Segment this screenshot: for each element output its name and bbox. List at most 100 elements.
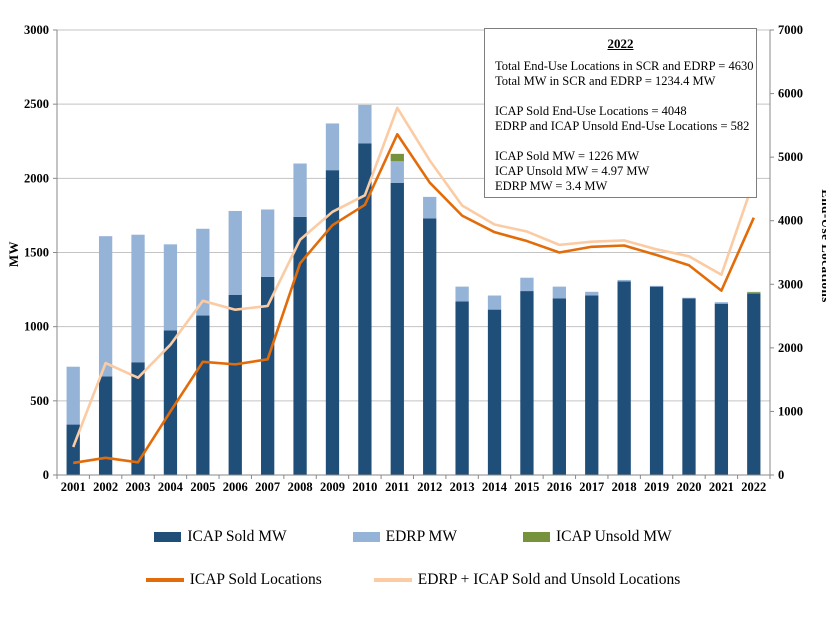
right-axis-tick-label: 5000	[778, 150, 803, 164]
bar-segment-icap-sold-mw	[585, 295, 599, 475]
legend-item-icap-unsold-mw: ICAP Unsold MW	[522, 528, 672, 546]
right-axis-tick-label: 7000	[778, 23, 803, 37]
right-axis-tick-label: 2000	[778, 341, 803, 355]
left-axis-tick-label: 2000	[24, 171, 49, 185]
legend-label: ICAP Unsold MW	[555, 528, 672, 545]
combo-chart-plot: 0 500 1000 1500 2000 2500 3000 0 1000 2000 3000 400…	[24, 23, 803, 494]
bar-segment-edrp-mw	[261, 209, 275, 277]
legend-bars-row: ICAP Sold MW EDRP MW ICAP Unsold MW	[0, 528, 826, 546]
x-axis-year-label: 2010	[352, 480, 377, 494]
bar-segment-edrp-mw	[131, 234, 145, 363]
annotation-line: ICAP Sold End-Use Locations = 4048	[495, 104, 687, 118]
bar-segment-edrp-mw	[228, 210, 242, 295]
left-axis-tick-label: 1000	[24, 320, 49, 334]
bar-segment-icap-sold-mw	[455, 301, 469, 475]
left-axis-title: MW	[6, 240, 21, 268]
icap-sold-locations-swatch	[145, 578, 184, 582]
legend-lines-row: ICAP Sold Locations EDRP + ICAP Sold and…	[0, 571, 826, 589]
bar-segment-icap-sold-mw	[358, 143, 372, 475]
bar-segment-icap-sold-mw	[325, 170, 340, 476]
x-axis-year-label: 2007	[255, 480, 280, 494]
annotation-box: 2022 Total End-Use Locations in SCR and …	[484, 28, 757, 198]
bar-segment-icap-sold-mw	[98, 376, 113, 475]
x-axis-year-label: 2014	[482, 480, 508, 494]
bar-segment-edrp-mw	[617, 279, 631, 282]
right-axis-tick-label: 4000	[778, 214, 803, 228]
edrp-icap-locations-swatch	[373, 578, 412, 582]
x-axis-year-label: 2015	[514, 480, 539, 494]
legend-label: ICAP Sold MW	[187, 528, 287, 545]
bar-segment-edrp-mw	[682, 297, 696, 299]
right-axis-tick-label: 1000	[778, 404, 803, 418]
annotation-line: Total MW in SCR and EDRP = 1234.4 MW	[495, 74, 716, 88]
bar-segment-icap-sold-mw	[649, 286, 664, 475]
bar-segment-icap-sold-mw	[552, 298, 566, 475]
x-axis-year-label: 2011	[385, 480, 409, 494]
bar-segment-icap-sold-mw	[228, 294, 242, 475]
bar-segment-edrp-mw	[66, 366, 80, 425]
x-axis-year-label: 2021	[709, 480, 734, 494]
left-axis-tick-label: 1500	[24, 246, 49, 260]
icap-unsold-mw-swatch	[522, 532, 550, 542]
annotation-line: EDRP and ICAP Unsold End-Use Locations =…	[495, 119, 750, 133]
bar-segment-icap-sold-mw	[714, 303, 729, 475]
bar-segment-icap-sold-mw	[487, 309, 502, 475]
bar-segment-icap-sold-mw	[261, 276, 275, 475]
bar-segment-icap-sold-mw	[520, 291, 534, 475]
legend-item-edrp-mw: EDRP MW	[352, 528, 457, 546]
bar-segment-icap-sold-mw	[390, 182, 404, 476]
bar-segment-edrp-mw	[358, 104, 372, 144]
left-axis-tick-label: 0	[43, 468, 49, 482]
legend-item-edrp-icap-locations: EDRP + ICAP Sold and Unsold Locations	[373, 571, 681, 589]
x-axis-year-label: 2006	[223, 480, 248, 494]
bar-segment-edrp-mw	[390, 161, 404, 183]
x-axis-year-label: 2001	[61, 480, 86, 494]
bar-segment-edrp-mw	[649, 285, 664, 287]
x-axis-year-label: 2009	[320, 480, 345, 494]
x-axis-year-label: 2008	[288, 480, 313, 494]
bar-segment-icap-sold-mw	[131, 362, 145, 475]
legend-label: EDRP + ICAP Sold and Unsold Locations	[417, 571, 681, 588]
x-axis-year-label: 2017	[579, 480, 604, 494]
bar-segment-edrp-mw	[747, 292, 761, 294]
bar-segment-edrp-mw	[196, 228, 210, 316]
bar-segment-edrp-mw	[98, 236, 113, 377]
bar-segment-icap-unsold-mw	[390, 153, 404, 162]
icap-sold-mw-swatch	[154, 532, 182, 542]
bar-segment-icap-sold-mw	[682, 298, 696, 475]
bar-segment-edrp-mw	[552, 286, 566, 299]
legend-item-icap-sold-mw: ICAP Sold MW	[154, 528, 287, 546]
x-axis-year-label: 2020	[676, 480, 701, 494]
x-axis-year-label: 2003	[126, 480, 151, 494]
x-axis-year-label: 2002	[93, 480, 118, 494]
left-axis-tick-label: 3000	[24, 23, 49, 37]
legend-label: ICAP Sold Locations	[189, 571, 322, 588]
line-icap-sold-locations	[73, 132, 755, 465]
left-axis-tick-label: 2500	[24, 97, 49, 111]
legend-item-icap-sold-locations: ICAP Sold Locations	[145, 571, 322, 589]
right-axis-title: End-Use Locations	[819, 189, 826, 303]
x-axis-year-label: 2018	[612, 480, 637, 494]
bar-segment-icap-sold-mw	[617, 281, 631, 475]
line-edrp-icap-sold-and-unsold-locations	[71, 106, 756, 448]
x-axis-year-label: 2019	[644, 480, 669, 494]
bar-segment-edrp-mw	[520, 277, 534, 292]
x-axis-year-label: 2022	[741, 480, 766, 494]
bar-segment-edrp-mw	[585, 291, 599, 296]
right-axis-tick-label: 6000	[778, 87, 803, 101]
bar-segment-edrp-mw	[163, 244, 178, 331]
bar-segment-edrp-mw	[455, 286, 469, 302]
legend-label: EDRP MW	[385, 528, 457, 545]
bar-segment-icap-sold-mw	[163, 330, 178, 475]
annotation-line: Total End-Use Locations in SCR and EDRP …	[495, 59, 754, 73]
bar-segment-edrp-mw	[714, 302, 729, 304]
bar-segment-icap-unsold-mw	[747, 291, 761, 293]
bar-segment-edrp-mw	[423, 196, 437, 219]
left-axis-tick-label: 500	[30, 394, 49, 408]
right-axis-tick-label: 3000	[778, 277, 803, 291]
x-axis-year-label: 2005	[190, 480, 215, 494]
x-axis-year-label: 2016	[547, 480, 572, 494]
annotation-line	[495, 89, 746, 104]
bar-segment-icap-sold-mw	[747, 293, 761, 475]
